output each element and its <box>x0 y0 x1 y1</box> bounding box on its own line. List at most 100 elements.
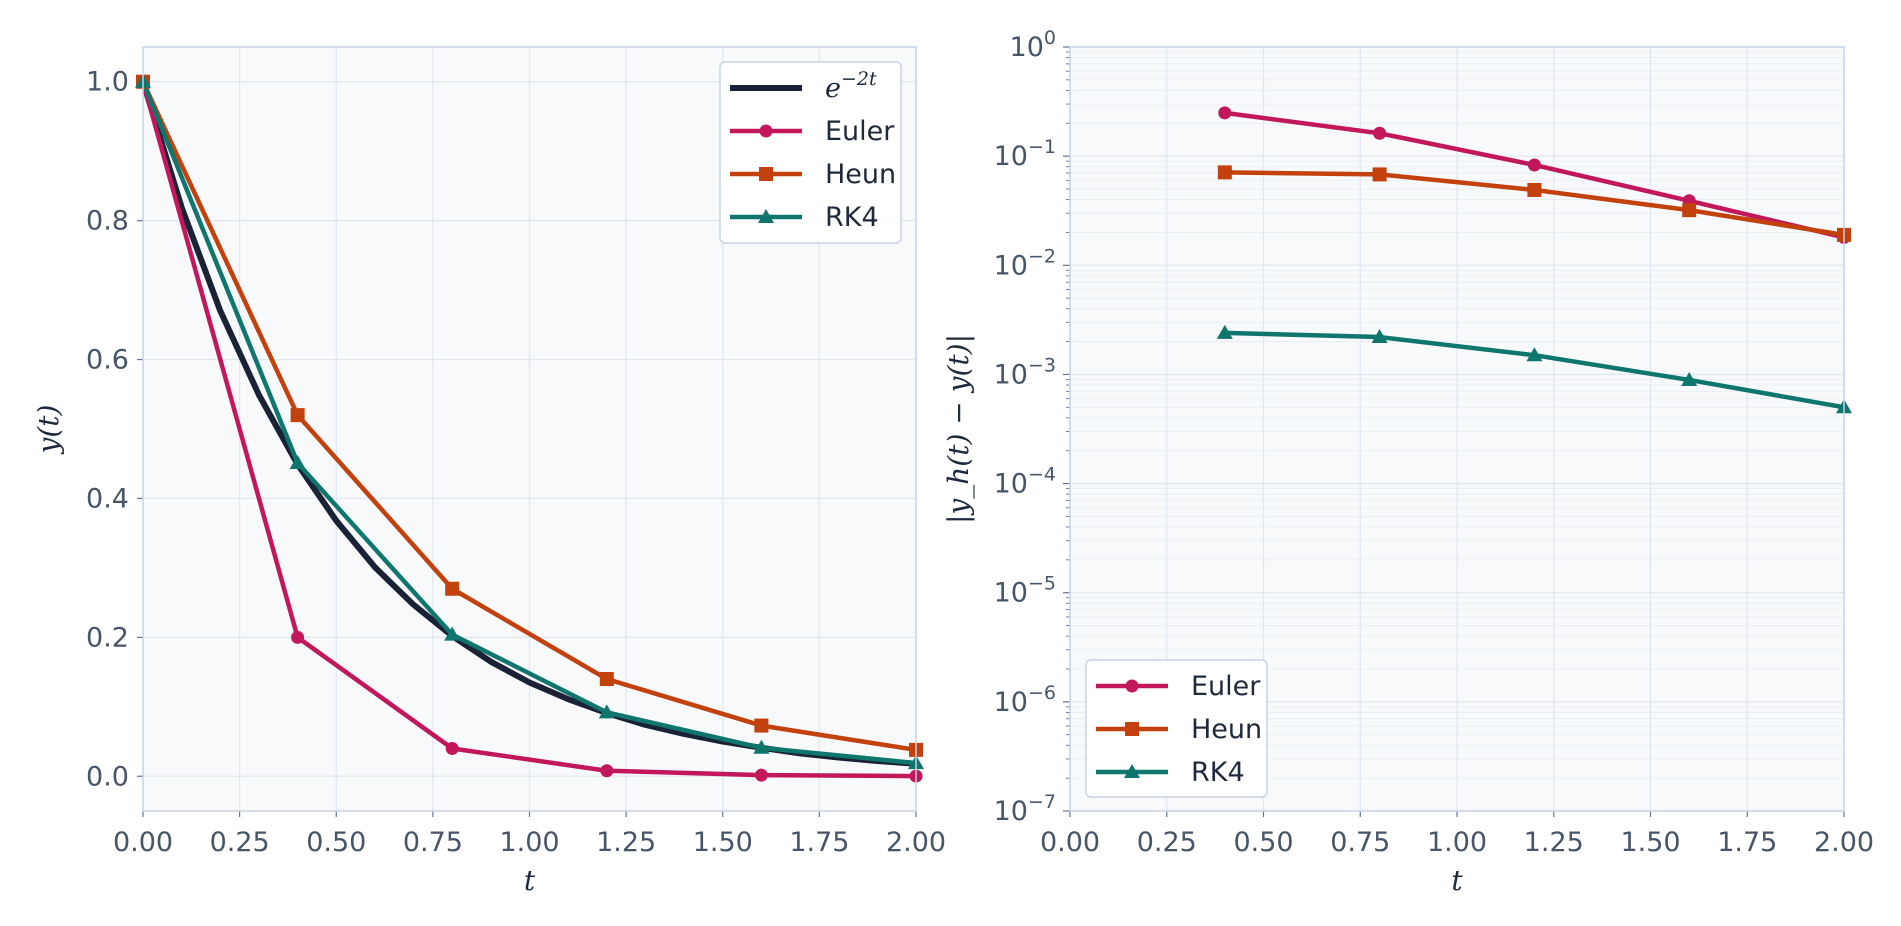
data-point-heun <box>754 718 769 733</box>
series-line-rk4 <box>143 80 916 766</box>
y-tick-base: 10 <box>994 141 1028 172</box>
legend-marker-heun <box>759 167 773 181</box>
legend-label-rk4: RK4 <box>1191 757 1245 788</box>
y-tick-label: 10−5 <box>994 573 1056 609</box>
x-tick-label: 1.00 <box>1427 827 1487 858</box>
y-tick-base: 10 <box>994 359 1028 390</box>
x-axis-label: t <box>524 864 536 897</box>
x-tick-label: 0.75 <box>1330 827 1390 858</box>
y-tick-label: 10−7 <box>994 791 1056 827</box>
x-tick-label: 0.00 <box>113 827 173 858</box>
x-tick-label: 0.50 <box>306 827 366 858</box>
plot-markers <box>1216 106 1852 414</box>
legend-marker-heun <box>1125 722 1139 736</box>
y-tick-exponent: −6 <box>1028 682 1056 704</box>
data-point-euler <box>1218 106 1232 120</box>
x-tick-label: 2.00 <box>1814 827 1874 858</box>
y-tick-base: 10 <box>1010 32 1044 63</box>
data-point-heun <box>1217 165 1232 180</box>
legend-marker-rk4 <box>1124 764 1140 778</box>
y-tick-base: 10 <box>994 578 1028 609</box>
legend-label-exact: e−2t <box>825 68 877 104</box>
y-tick-exponent: −5 <box>1028 573 1056 595</box>
plot-frame <box>142 46 917 812</box>
chart-left-solution: 0.00 0.25 0.50 0.75 1.00 1.25 1.50 1.75 2.000.00… <box>32 46 946 897</box>
legend-label-rk4: RK4 <box>825 202 879 233</box>
y-axis-label: |y_h(t) − y(t)| <box>942 334 975 524</box>
legend-box <box>719 61 902 244</box>
x-tick-label: 1.50 <box>1620 827 1680 858</box>
y-tick-exponent: −1 <box>1028 136 1056 158</box>
data-point-euler <box>754 768 768 782</box>
x-tick-label: 1.50 <box>693 827 753 858</box>
y-tick-label: 0.8 <box>86 206 129 237</box>
data-point-heun <box>445 581 460 596</box>
y-tick-label: 10−6 <box>994 682 1056 718</box>
y-tick-label: 10−2 <box>994 245 1056 281</box>
data-point-rk4 <box>1216 324 1233 339</box>
legend-marker-euler <box>759 124 773 138</box>
legend-box <box>1085 659 1268 798</box>
x-axis: 0.00 0.25 0.50 0.75 1.00 1.25 1.50 1.75 2.00 <box>113 811 946 858</box>
y-tick-label: 0.4 <box>86 483 129 514</box>
data-point-rk4 <box>1526 347 1543 362</box>
legend-label-euler: Euler <box>1191 671 1261 702</box>
legend-label-heun: Heun <box>1191 714 1262 745</box>
plot-markers <box>135 73 924 783</box>
y-tick-exponent: −3 <box>1028 354 1056 376</box>
x-tick-label: 2.00 <box>886 827 946 858</box>
legend-exact-exponent: −2t <box>841 68 877 90</box>
x-tick-label: 0.75 <box>403 827 463 858</box>
x-axis: 0.00 0.25 0.50 0.75 1.00 1.25 1.50 1.75 2.00 <box>1040 811 1874 858</box>
y-tick-label: 0.6 <box>86 345 129 376</box>
y-tick-label: 1.0 <box>86 67 129 98</box>
legend: Euler Heun RK4 <box>1085 659 1268 798</box>
data-point-euler <box>1527 158 1541 172</box>
data-point-rk4 <box>289 455 306 470</box>
x-tick-label: 1.75 <box>789 827 849 858</box>
y-tick-label: 10−1 <box>994 136 1056 172</box>
data-point-euler <box>445 741 459 755</box>
data-point-rk4 <box>753 739 770 754</box>
data-point-heun <box>599 672 614 687</box>
x-tick-label: 1.00 <box>499 827 559 858</box>
y-tick-label: 10−3 <box>994 354 1056 390</box>
x-tick-label: 1.25 <box>1524 827 1584 858</box>
legend-marker-euler <box>1125 679 1139 693</box>
y-tick-base: 10 <box>994 687 1028 718</box>
legend: e−2t Euler Heun RK4 <box>719 61 902 244</box>
y-tick-label: 10−4 <box>994 464 1056 500</box>
x-tick-label: 0.00 <box>1040 827 1100 858</box>
y-tick-exponent: −4 <box>1028 464 1056 486</box>
y-tick-label: 0.2 <box>86 622 129 653</box>
x-tick-label: 0.25 <box>210 827 270 858</box>
y-tick-exponent: −7 <box>1028 791 1056 813</box>
x-tick-label: 0.50 <box>1233 827 1293 858</box>
data-point-euler <box>291 630 305 644</box>
data-point-heun <box>1372 167 1387 182</box>
series-line-heun <box>143 80 916 753</box>
x-axis-label: t <box>1451 864 1463 897</box>
data-point-heun <box>290 408 305 423</box>
y-axis: 0.0 0.2 0.4 0.6 0.8 1.0 <box>86 67 143 792</box>
plot-lines <box>143 80 916 779</box>
x-tick-label: 0.25 <box>1137 827 1197 858</box>
legend-marker-rk4 <box>758 209 774 223</box>
y-tick-label: 100 <box>1010 27 1056 63</box>
data-point-heun <box>1527 182 1542 197</box>
grid <box>1069 46 1845 812</box>
y-axis-label: y(t) <box>32 405 65 456</box>
x-tick-label: 1.75 <box>1717 827 1777 858</box>
data-point-euler <box>600 764 614 778</box>
data-point-rk4 <box>444 626 461 641</box>
legend-label-heun: Heun <box>825 159 896 190</box>
data-point-heun <box>1682 203 1697 218</box>
series-line-euler <box>143 81 916 779</box>
legend-exact-base: e <box>825 73 841 104</box>
data-point-rk4 <box>1681 371 1698 386</box>
y-tick-exponent: 0 <box>1044 27 1056 49</box>
y-tick-label: 0.0 <box>86 761 129 792</box>
data-point-rk4 <box>598 704 615 719</box>
data-point-rk4 <box>1371 329 1388 344</box>
